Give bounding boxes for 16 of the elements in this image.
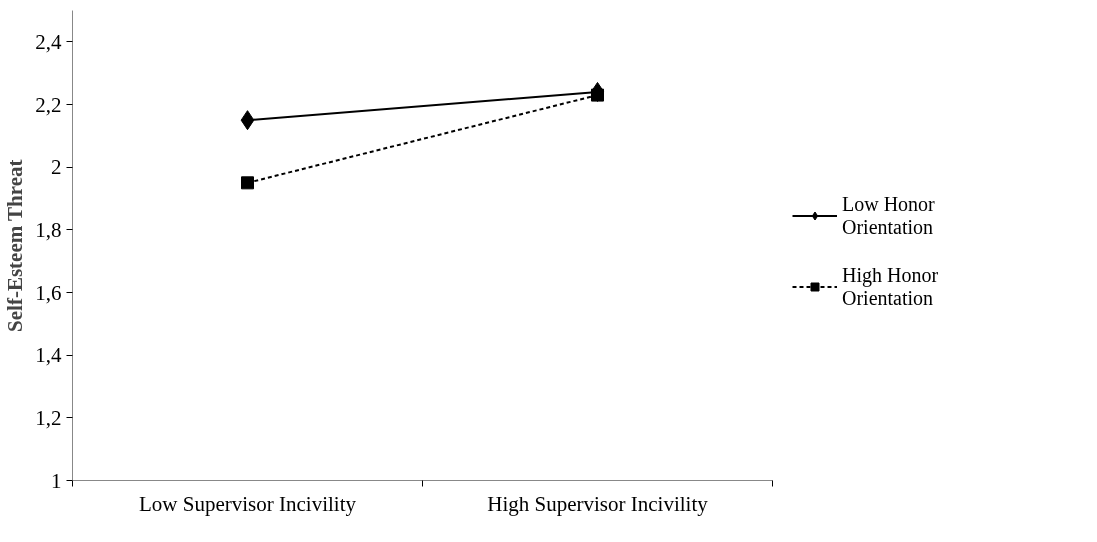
point <box>241 176 254 190</box>
y-tick-label: 1,4 <box>35 343 62 368</box>
x-tick-label: Low Supervisor Incivility <box>139 491 357 516</box>
legend-label: High Honor Orientation <box>842 263 939 310</box>
y-tick-label: 1 <box>51 468 62 493</box>
y-tick-label: 2,4 <box>35 29 62 54</box>
y-tick-label: 1,8 <box>35 217 62 242</box>
y-tick-label: 2 <box>51 155 62 180</box>
y-tick-label: 2,2 <box>35 92 62 117</box>
y-tick-label: 1,2 <box>35 405 62 430</box>
point <box>240 110 255 131</box>
y-tick-label: 1,6 <box>35 280 62 305</box>
legend-label: Low Honor Orientation <box>842 192 935 239</box>
point <box>590 81 605 102</box>
y-axis-title: Self-Esteem Threat <box>3 159 28 332</box>
x-tick-label: High Supervisor Incivility <box>487 491 709 516</box>
